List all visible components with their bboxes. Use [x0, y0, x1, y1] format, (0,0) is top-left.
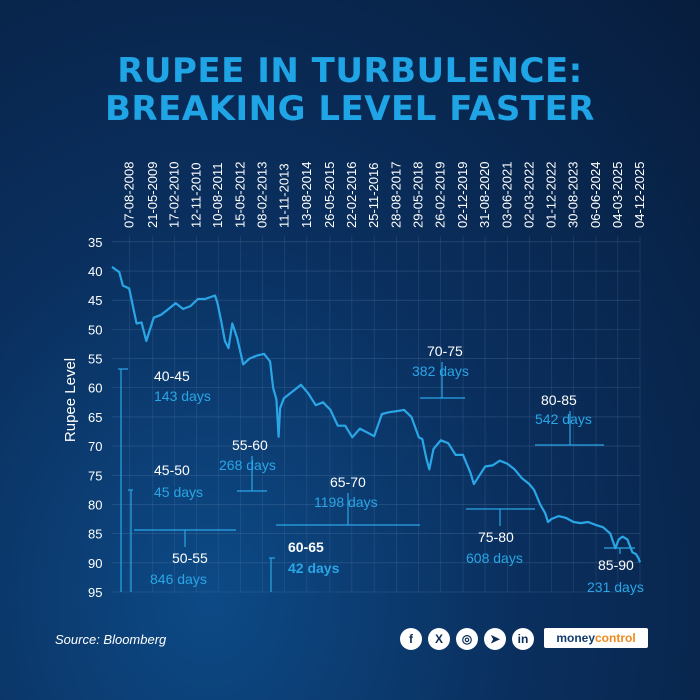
- title-line-1: RUPEE IN TURBULENCE:: [117, 51, 583, 91]
- date-label-17: 03-06-2021: [499, 162, 514, 229]
- rupee-series-line: [111, 266, 642, 563]
- annotation-range-85-90: 85-90: [598, 557, 634, 573]
- x-icon[interactable]: X: [428, 628, 450, 650]
- annotation-days-45-50: 45 days: [154, 484, 203, 500]
- moneycontrol-logo: money control: [544, 628, 648, 648]
- annotation-days-40-45: 143 days: [154, 388, 211, 404]
- date-label-6: 08-02-2013: [254, 162, 269, 229]
- facebook-icon[interactable]: f: [400, 628, 422, 650]
- date-label-1: 21-05-2009: [145, 162, 160, 229]
- date-label-23: 04-12-2025: [632, 162, 647, 229]
- y-axis-label: Rupee Level: [62, 358, 79, 442]
- brand-part-2: control: [595, 631, 636, 645]
- date-label-3: 12-11-2010: [188, 162, 203, 228]
- annotation-range-55-60: 55-60: [232, 437, 268, 453]
- social-icons: f X ◎ ➤ in: [400, 628, 534, 652]
- annotation-range-60-65: 60-65: [288, 539, 324, 555]
- date-label-22: 04-03-2025: [610, 162, 625, 229]
- instagram-icon[interactable]: ◎: [456, 628, 478, 650]
- date-label-21: 06-06-2024: [588, 162, 603, 229]
- date-label-15: 02-12-2019: [455, 162, 470, 228]
- annotation-range-65-70: 65-70: [330, 474, 366, 490]
- annotation-range-45-50: 45-50: [154, 462, 190, 478]
- annotation-range-70-75: 70-75: [427, 343, 463, 359]
- date-label-7: 11-11-2013: [277, 163, 292, 228]
- y-tick-label-55: 55: [88, 352, 102, 367]
- y-tick-label-85: 85: [88, 527, 102, 542]
- telegram-icon[interactable]: ➤: [484, 628, 506, 650]
- y-tick-label-70: 70: [88, 439, 102, 454]
- y-tick-label-95: 95: [88, 585, 102, 600]
- annotation-days-60-65: 42 days: [288, 560, 340, 576]
- annotation-range-80-85: 80-85: [541, 392, 577, 408]
- date-label-16: 31-08-2020: [477, 162, 492, 229]
- chart-title: RUPEE IN TURBULENCE: BREAKING LEVEL FAST…: [0, 52, 700, 128]
- y-tick-label-35: 35: [88, 235, 102, 250]
- y-tick-label-65: 65: [88, 410, 102, 425]
- brand-part-1: money: [556, 631, 595, 645]
- date-label-9: 26-05-2015: [322, 162, 337, 229]
- annotation-range-50-55: 50-55: [172, 550, 208, 566]
- y-tick-label-40: 40: [88, 264, 102, 279]
- y-tick-label-50: 50: [88, 322, 102, 337]
- y-tick-label-80: 80: [88, 497, 102, 512]
- date-label-14: 26-02-2019: [433, 162, 448, 229]
- date-label-5: 15-05-2012: [233, 161, 248, 228]
- date-label-19: 01-12-2022: [543, 162, 558, 229]
- y-tick-label-90: 90: [88, 556, 102, 571]
- annotation-days-85-90: 231 days: [587, 579, 644, 595]
- date-label-4: 10-08-2011: [210, 162, 225, 228]
- date-label-2: 17-02-2010: [167, 162, 182, 229]
- date-label-18: 02-03-2022: [521, 162, 536, 229]
- date-label-0: 07-08-2008: [122, 162, 137, 229]
- annotation-range-75-80: 75-80: [478, 529, 514, 545]
- y-tick-label-75: 75: [88, 468, 102, 483]
- date-label-10: 22-02-2016: [344, 162, 359, 229]
- annotation-days-80-85: 542 days: [535, 411, 592, 427]
- date-label-12: 28-08-2017: [388, 162, 403, 229]
- annotation-range-40-45: 40-45: [154, 368, 190, 384]
- annotation-days-75-80: 608 days: [466, 550, 523, 566]
- date-label-20: 30-08-2023: [565, 162, 580, 229]
- annotation-days-55-60: 268 days: [219, 457, 276, 473]
- y-tick-label-45: 45: [88, 293, 102, 308]
- date-label-8: 13-08-2014: [299, 162, 314, 229]
- annotation-days-65-70: 1198 days: [314, 494, 378, 510]
- date-label-13: 29-05-2018: [411, 162, 426, 229]
- y-tick-label-60: 60: [88, 381, 102, 396]
- date-label-11: 25-11-2016: [366, 162, 381, 228]
- linkedin-icon[interactable]: in: [512, 628, 534, 650]
- title-line-2: BREAKING LEVEL FASTER: [105, 89, 595, 129]
- annotation-days-70-75: 382 days: [412, 363, 469, 379]
- annotation-days-50-55: 846 days: [150, 571, 207, 587]
- source-note: Source: Bloomberg: [55, 632, 167, 647]
